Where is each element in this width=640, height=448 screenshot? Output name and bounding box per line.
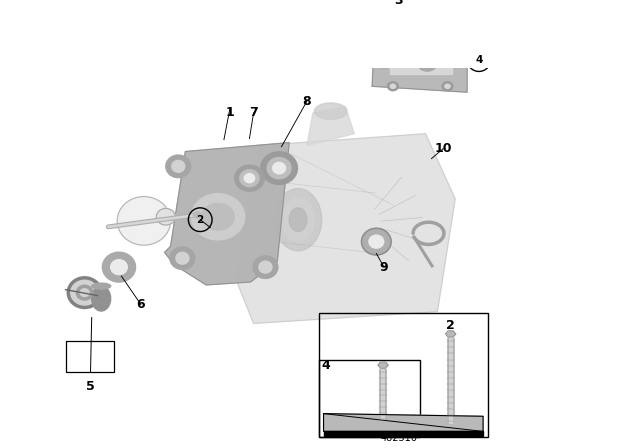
Ellipse shape [92, 286, 111, 311]
Text: 4: 4 [476, 55, 483, 65]
Ellipse shape [202, 203, 234, 230]
Ellipse shape [193, 212, 201, 218]
Text: 3: 3 [394, 0, 403, 7]
Ellipse shape [267, 158, 291, 179]
Text: 8: 8 [303, 95, 311, 108]
Polygon shape [324, 431, 483, 435]
Bar [319, 313, 488, 437]
Ellipse shape [362, 228, 391, 255]
Ellipse shape [442, 82, 453, 91]
Ellipse shape [369, 235, 384, 248]
Ellipse shape [80, 289, 89, 297]
Polygon shape [378, 362, 388, 368]
Ellipse shape [191, 194, 244, 240]
Ellipse shape [418, 56, 437, 71]
Ellipse shape [388, 82, 398, 91]
Ellipse shape [76, 285, 93, 300]
Text: 1: 1 [225, 107, 234, 120]
Ellipse shape [244, 174, 255, 183]
Polygon shape [307, 107, 355, 146]
Ellipse shape [176, 252, 189, 264]
Text: 2: 2 [446, 319, 455, 332]
Ellipse shape [314, 103, 347, 120]
Ellipse shape [259, 261, 272, 273]
Ellipse shape [156, 208, 175, 225]
Text: 2: 2 [196, 215, 204, 225]
Ellipse shape [275, 189, 322, 251]
Ellipse shape [172, 160, 185, 172]
Ellipse shape [102, 252, 136, 282]
Ellipse shape [240, 170, 259, 187]
Polygon shape [372, 36, 467, 92]
Text: 5: 5 [86, 380, 94, 393]
Bar [319, 360, 420, 437]
Text: 482316: 482316 [380, 433, 417, 443]
Ellipse shape [166, 155, 191, 177]
Text: 4: 4 [321, 358, 330, 371]
Ellipse shape [289, 208, 307, 232]
Polygon shape [324, 414, 483, 431]
Ellipse shape [170, 247, 195, 270]
Polygon shape [236, 134, 455, 323]
Polygon shape [164, 142, 289, 285]
Ellipse shape [390, 84, 396, 88]
Ellipse shape [445, 84, 450, 88]
Ellipse shape [253, 256, 278, 278]
Ellipse shape [68, 278, 101, 307]
Ellipse shape [260, 152, 298, 185]
Ellipse shape [375, 32, 393, 45]
Ellipse shape [117, 197, 171, 245]
Ellipse shape [376, 56, 392, 69]
Text: 7: 7 [249, 107, 258, 120]
Text: 10: 10 [435, 142, 452, 155]
Ellipse shape [111, 260, 127, 275]
Bar [66, 341, 114, 372]
Polygon shape [390, 54, 452, 74]
Ellipse shape [273, 163, 285, 174]
Text: 9: 9 [380, 261, 388, 274]
Ellipse shape [282, 198, 314, 241]
Polygon shape [445, 331, 456, 337]
Text: 6: 6 [136, 298, 145, 311]
Ellipse shape [235, 165, 264, 191]
Ellipse shape [92, 283, 111, 289]
